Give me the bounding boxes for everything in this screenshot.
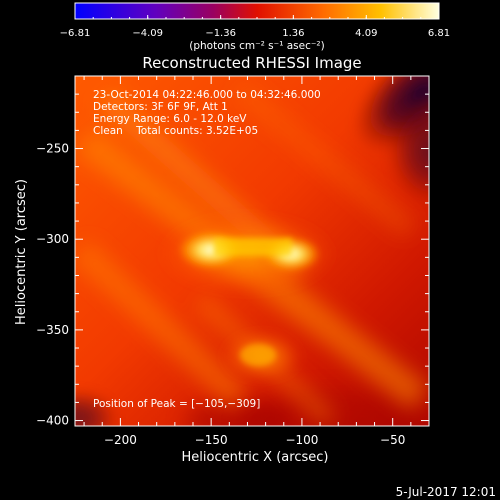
- y-axis-label: Heliocentric Y (arcsec): [14, 179, 29, 325]
- heatmap-image: [75, 76, 429, 426]
- x-tick-label: −200: [104, 433, 137, 447]
- x-tick-label: −50: [380, 433, 405, 447]
- colorbar-ticks: −6.81 −4.09 −1.36 1.36 4.09 6.81: [60, 15, 450, 39]
- annotation-detectors: Detectors: 3F 6F 9F, Att 1: [93, 101, 228, 113]
- y-tick-label: −300: [36, 232, 69, 246]
- colorbar-tick-label: −6.81: [60, 28, 91, 39]
- footer-date: 5-Jul-2017 12:01: [396, 485, 496, 499]
- plot-frame: [74, 75, 430, 427]
- y-tick-label: −250: [36, 142, 69, 156]
- colorbar-tick-label: 1.36: [282, 28, 304, 39]
- axis-ticks: [75, 75, 430, 426]
- colorbar-label: (photons cm⁻² s⁻¹ asec⁻²): [189, 40, 324, 52]
- x-axis-label: Heliocentric X (arcsec): [182, 450, 329, 465]
- colorbar: [75, 3, 439, 19]
- axis-tick-labels: −200 −150 −100 −50 −250 −300 −350 −400: [36, 142, 405, 447]
- y-tick-label: −400: [36, 414, 69, 428]
- colorbar-tick-label: −1.36: [205, 28, 236, 39]
- x-tick-label: −150: [195, 433, 228, 447]
- y-tick-label: −350: [36, 323, 69, 337]
- annotation-time-range: 23-Oct-2014 04:22:46.000 to 04:32:46.000: [93, 89, 321, 101]
- annotation-clean-counts: Clean Total counts: 3.52E+05: [93, 125, 258, 137]
- annotation-energy-range: Energy Range: 6.0 - 12.0 keV: [93, 113, 247, 125]
- chart-title: Reconstructed RHESSI Image: [142, 54, 361, 72]
- colorbar-tick-label: −4.09: [132, 28, 163, 39]
- peak-position-label: Position of Peak = [−105,−309]: [93, 398, 260, 410]
- colorbar-tick-label: 4.09: [355, 28, 377, 39]
- annotation-block: 23-Oct-2014 04:22:46.000 to 04:32:46.000…: [93, 89, 321, 137]
- x-tick-label: −100: [285, 433, 318, 447]
- colorbar-tick-label: 6.81: [428, 28, 450, 39]
